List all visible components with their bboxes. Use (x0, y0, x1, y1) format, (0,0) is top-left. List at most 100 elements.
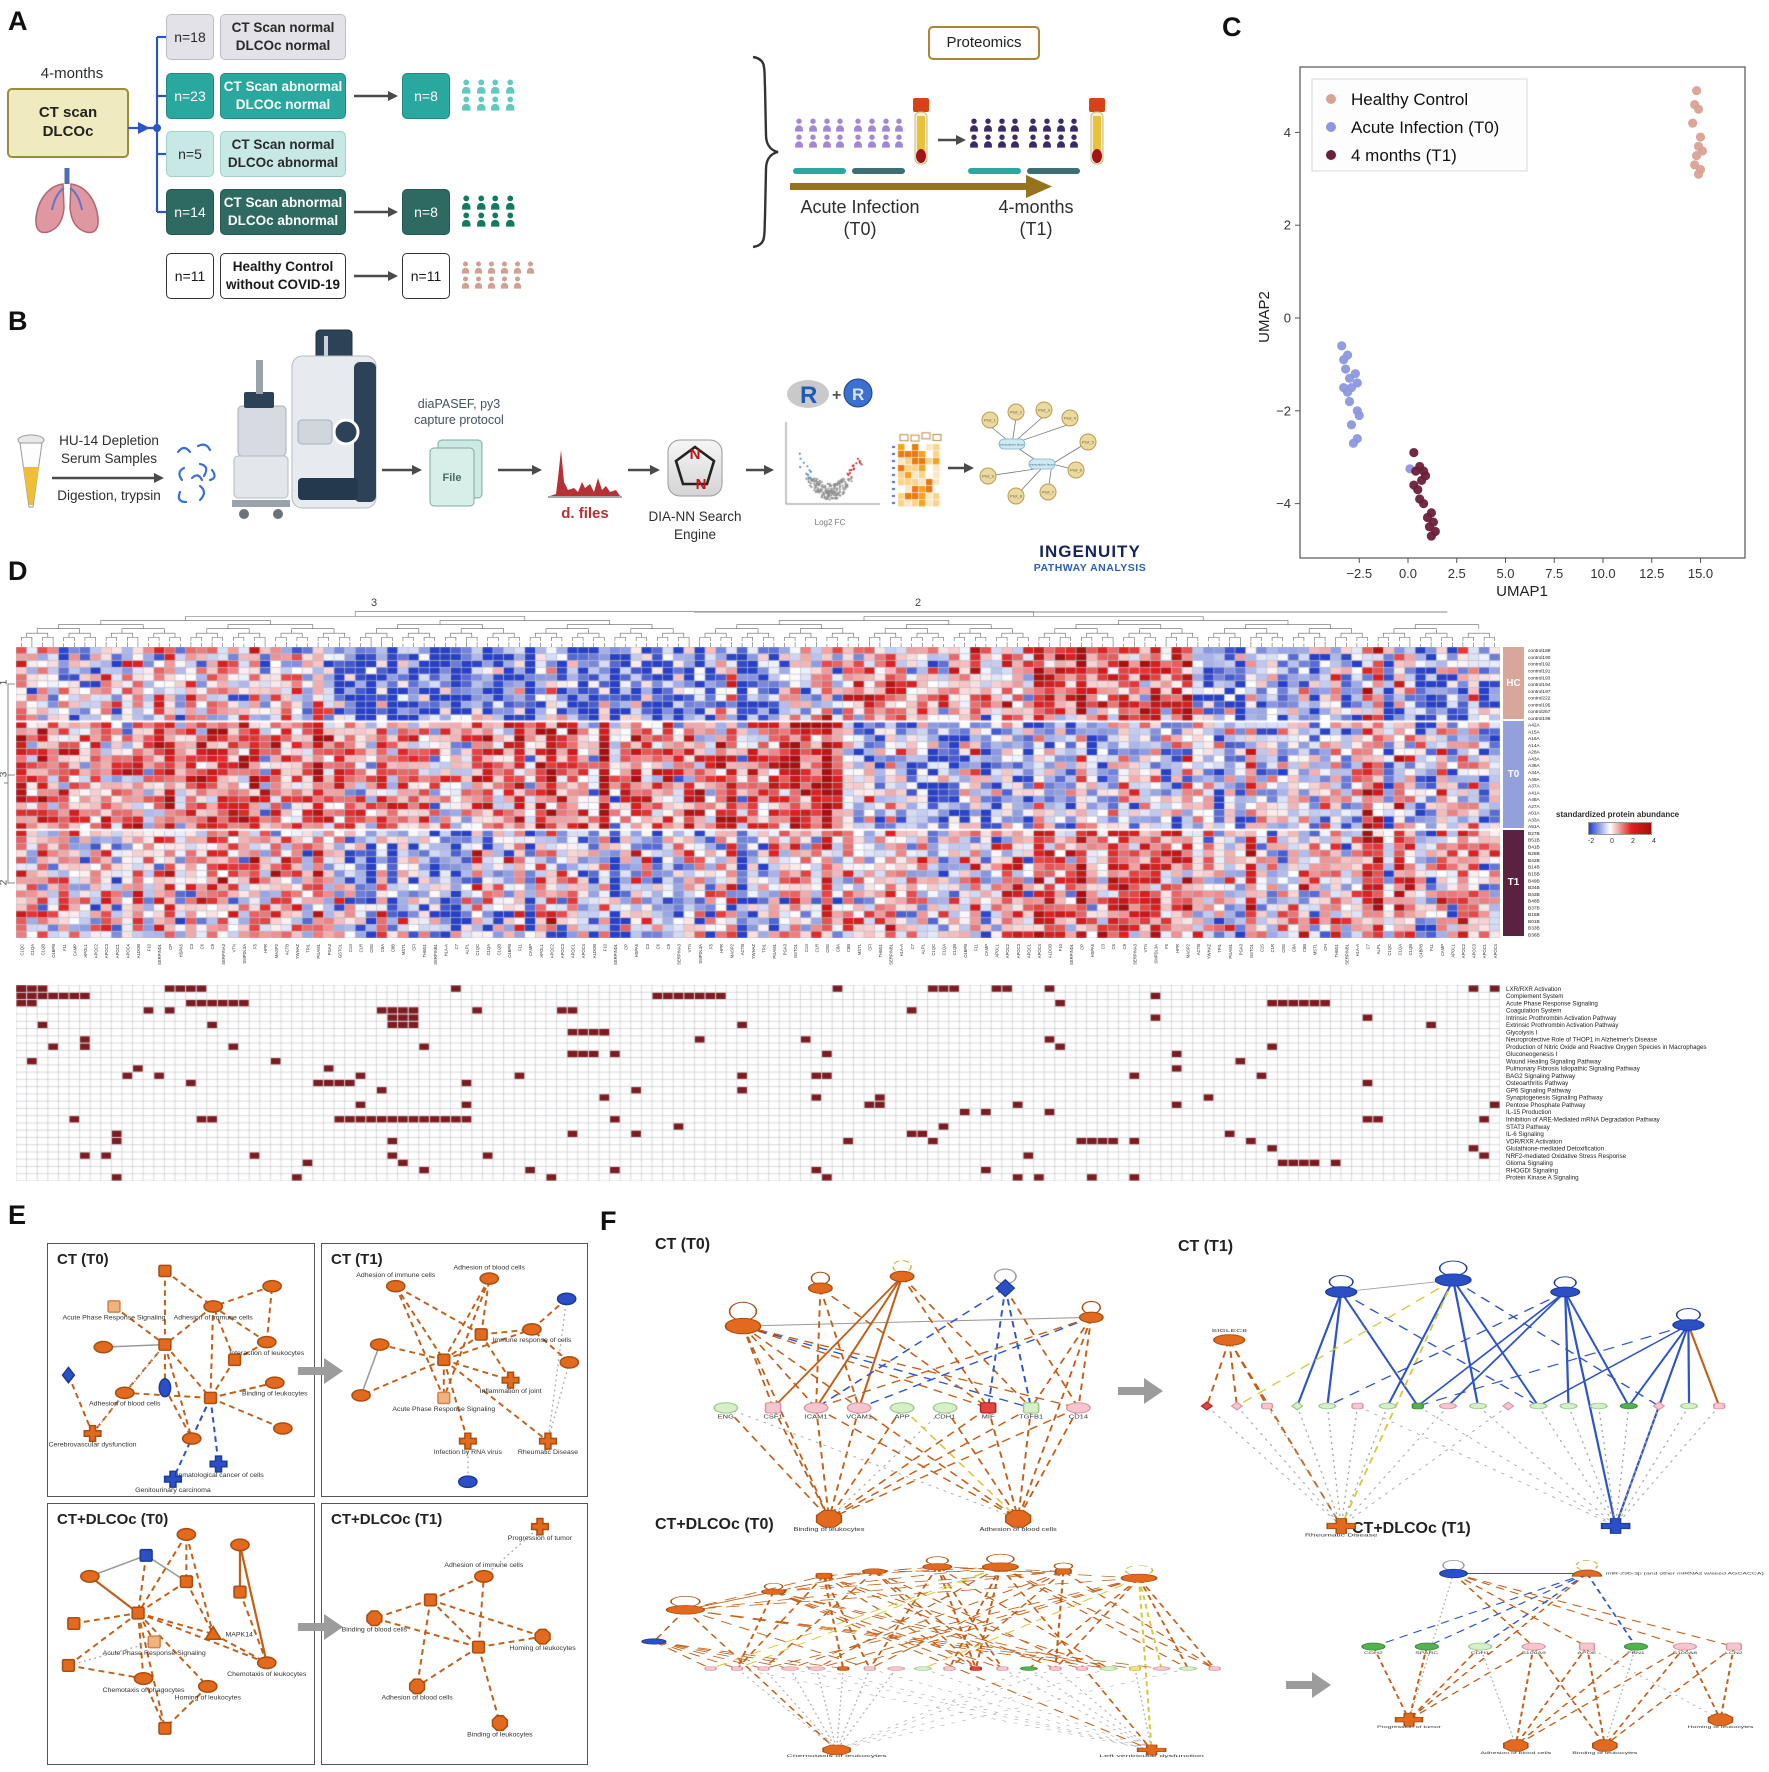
volcano-xlabel: Log2 FC (814, 518, 846, 527)
svg-text:B43B: B43B (1528, 892, 1540, 898)
legend-entry: Healthy Control (1351, 90, 1468, 109)
svg-text:C8A: C8A (1291, 944, 1296, 952)
svg-text:TPI1: TPI1 (761, 943, 766, 953)
svg-text:MASP2: MASP2 (1185, 943, 1190, 958)
chromatogram-icon (548, 450, 622, 498)
node-label: Adhesion of blood cells (980, 1527, 1057, 1533)
svg-text:C8G: C8G (1281, 944, 1286, 953)
svg-text:Prot_8: Prot_8 (1010, 494, 1023, 499)
svg-text:Wound Healing Signaling Pathwa: Wound Healing Signaling Pathway (1506, 1058, 1602, 1065)
cohort-label-box: CT Scan normal DLCOc abnormal (220, 131, 346, 177)
svg-text:Prot_6: Prot_6 (1070, 468, 1083, 473)
svg-text:−2: −2 (1276, 403, 1291, 418)
svg-text:C1QC: C1QC (19, 944, 24, 956)
blood-tube-t0 (913, 98, 929, 165)
svg-text:HLA-A: HLA-A (443, 944, 448, 957)
person-icon (504, 79, 517, 94)
svg-text:control196: control196 (1528, 716, 1551, 722)
svg-text:C7: C7 (910, 943, 915, 949)
svg-text:A36A: A36A (1528, 763, 1541, 769)
person-icon (460, 96, 473, 111)
svg-text:IL-15 Production: IL-15 Production (1506, 1109, 1552, 1116)
node-label: SPARC (1415, 1651, 1438, 1655)
svg-text:Production of Nitric Oxide and: Production of Nitric Oxide and Reactive … (1506, 1044, 1707, 1051)
svg-text:control192: control192 (1528, 662, 1551, 668)
person-icon (982, 118, 994, 132)
heatmap-canvas (16, 647, 1500, 938)
svg-text:C6: C6 (655, 943, 660, 949)
svg-text:CFI: CFI (867, 944, 872, 951)
svg-text:C7: C7 (454, 943, 459, 949)
svg-text:APOC1: APOC1 (1026, 943, 1031, 958)
svg-text:SMPDL3A: SMPDL3A (698, 944, 703, 964)
person-icon (1055, 118, 1067, 132)
svg-text:GSTO1: GSTO1 (793, 943, 798, 958)
svg-text:UMAP1: UMAP1 (1496, 583, 1548, 600)
node-label: Homing of leukocytes (175, 1695, 242, 1702)
person-icon (489, 96, 502, 111)
node-label: CDH2 (1364, 1651, 1383, 1655)
net-f2: SIGLEC8 Rheumatic Disease (1200, 1260, 1726, 1538)
person-icon (834, 134, 846, 148)
svg-text:control190: control190 (1528, 655, 1551, 661)
person-icon (982, 134, 994, 148)
svg-text:SERPINA3: SERPINA3 (677, 943, 682, 964)
svg-text:Glycolysis I: Glycolysis I (1506, 1029, 1538, 1036)
cohort-people (460, 195, 518, 229)
svg-text:F5: F5 (1164, 943, 1169, 949)
person-icon (499, 261, 510, 274)
peptides-icon (176, 443, 216, 504)
proteomics-label: Proteomics (946, 33, 1022, 51)
node-label: Chemotaxis of leukocytes (786, 1755, 887, 1758)
svg-text:B14B: B14B (1528, 865, 1540, 871)
net-f2-title: CT (T1) (1178, 1238, 1234, 1255)
svg-text:C6: C6 (200, 943, 205, 949)
svg-text:CAMP: CAMP (1440, 944, 1445, 956)
cohort-people (460, 261, 538, 291)
svg-text:C8A: C8A (380, 944, 385, 952)
mini-heatmap-icon (890, 430, 942, 512)
svg-text:PGA3: PGA3 (327, 943, 332, 955)
panel-b-label: B (8, 306, 28, 336)
svg-text:APOL1: APOL1 (995, 943, 1000, 957)
svg-text:B28B: B28B (1528, 851, 1540, 857)
svg-text:Acute Phase Response Signaling: Acute Phase Response Signaling (1506, 1000, 1598, 1007)
person-icon (996, 134, 1008, 148)
node-label: CD14 (1069, 1415, 1089, 1421)
svg-text:B16B: B16B (1528, 912, 1540, 918)
diann-line1: DIA-NN Search (648, 509, 742, 524)
svg-text:A15A: A15A (1528, 729, 1541, 735)
svg-text:Synaptogenesis Signaling Pathw: Synaptogenesis Signaling Pathway (1506, 1095, 1604, 1102)
svg-text:ALPL: ALPL (465, 943, 470, 954)
svg-text:CFI: CFI (1323, 944, 1328, 951)
svg-text:Complement System: Complement System (1506, 993, 1563, 1000)
person-icon (1068, 134, 1080, 148)
svg-text:2: 2 (1284, 218, 1291, 233)
subset-n-box: n=8 (402, 73, 450, 119)
ingenuity-sublabel: PATHWAY ANALYSIS (1033, 562, 1147, 574)
node-label: Rheumatic Disease (518, 1449, 578, 1456)
svg-text:MASP2: MASP2 (730, 943, 735, 958)
node-label: Binding of leukocytes (1572, 1751, 1637, 1755)
node-label: miR-29b-3p (and other miRNAs w/seed AGCA… (1606, 1572, 1764, 1576)
svg-text:THBS1: THBS1 (1334, 943, 1339, 957)
svg-text:B42B: B42B (1528, 858, 1540, 864)
svg-text:transcription factor: transcription factor (1030, 462, 1055, 466)
node-label: CSF1 (763, 1415, 783, 1421)
svg-text:ALPL: ALPL (1376, 943, 1381, 954)
svg-text:Inhibition of ARE-Mediated mRN: Inhibition of ARE-Mediated mRNA Degradat… (1506, 1116, 1661, 1123)
svg-text:15.0: 15.0 (1688, 566, 1713, 581)
svg-text:control195: control195 (1528, 702, 1551, 708)
person-icon (475, 96, 488, 111)
svg-text:PGAM1: PGAM1 (316, 943, 321, 958)
depletion-line1: HU-14 Depletion (59, 433, 159, 448)
svg-text:10.0: 10.0 (1590, 566, 1615, 581)
cohort-people (460, 79, 518, 113)
svg-text:YWHAZ: YWHAZ (295, 944, 300, 960)
svg-text:2.5: 2.5 (1448, 566, 1466, 581)
svg-text:C1QC: C1QC (475, 944, 480, 956)
svg-text:APOC4: APOC4 (1493, 943, 1498, 958)
svg-text:GSTO1: GSTO1 (1249, 943, 1254, 958)
